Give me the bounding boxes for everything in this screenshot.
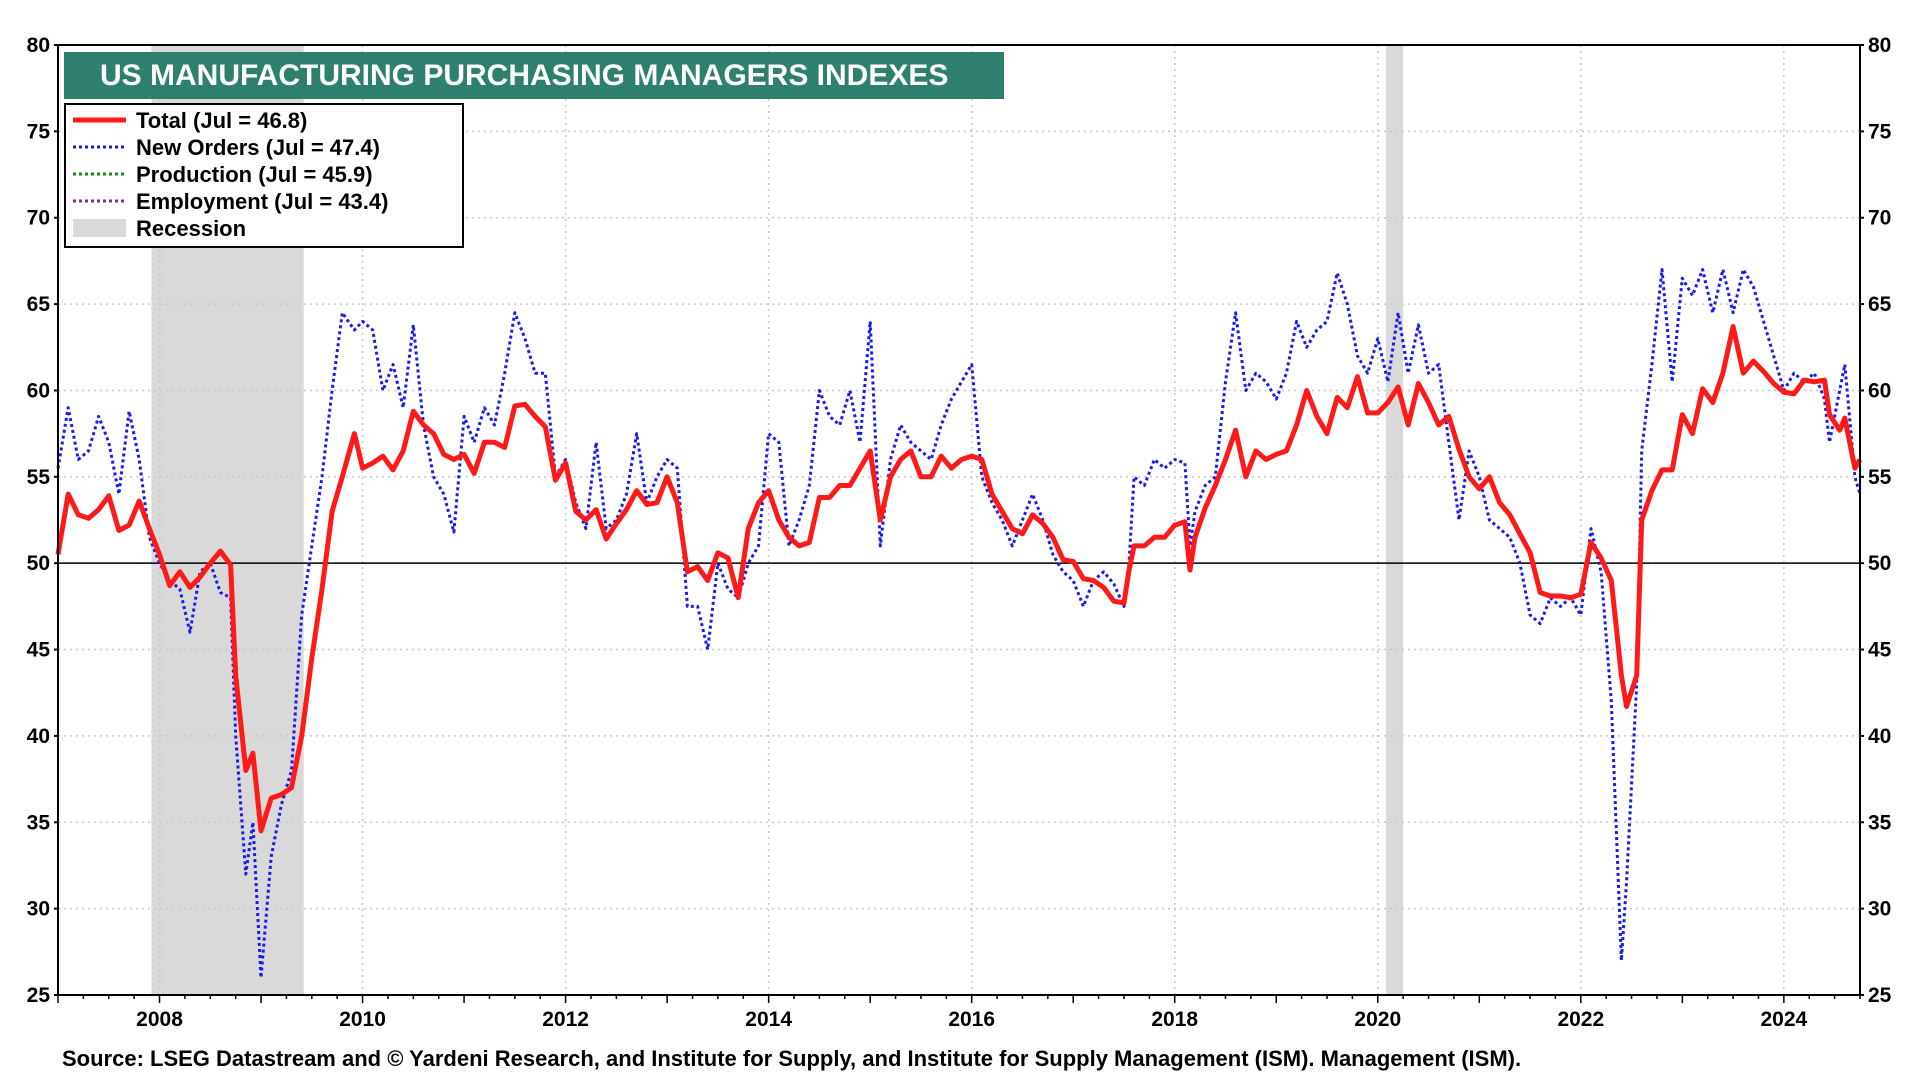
y-tick-label-left: 55: [27, 466, 51, 489]
title-banner: [64, 52, 1004, 99]
x-tick-label: 2012: [542, 1008, 589, 1031]
chart-title: US MANUFACTURING PURCHASING MANAGERS IND…: [100, 59, 948, 92]
recession-band-1: [1385, 45, 1404, 995]
x-tick-label: 2014: [745, 1008, 792, 1031]
y-tick-label-right: 80: [1868, 34, 1891, 57]
y-tick-label-left: 70: [27, 207, 50, 230]
y-axis-left: 25 30 35 40 45 50 55 60 65 70 75 80: [27, 34, 58, 1007]
x-axis: 2008 2010 2012 2014 2016 2018 2020 2022 2024: [57, 995, 1861, 1031]
y-tick-label-right: 55: [1868, 466, 1892, 489]
y-tick-label-left: 60: [27, 379, 50, 402]
x-tick-label: 2016: [948, 1008, 995, 1031]
y-tick-label-right: 35: [1868, 811, 1892, 834]
series-line-new-orders: [56, 268, 1862, 980]
y-tick-label-right: 50: [1868, 552, 1891, 575]
y-tick-label-left: 40: [27, 725, 50, 748]
y-tick-label-left: 25: [27, 984, 51, 1007]
legend-label-total: Total (Jul = 46.8): [136, 108, 307, 133]
y-tick-label-right: 45: [1868, 639, 1892, 662]
y-axis-right: 25 30 35 40 45 50 55 60 65 70 75 80: [1860, 34, 1892, 1007]
legend-label-new-orders: New Orders (Jul = 47.4): [136, 135, 380, 160]
y-tick-label-right: 60: [1868, 379, 1891, 402]
legend-box: [64, 103, 464, 248]
y-tick-label-right: 70: [1868, 207, 1891, 230]
y-tick-label-right: 30: [1868, 898, 1891, 921]
y-tick-label-right: 75: [1868, 120, 1892, 143]
y-tick-label-left: 65: [27, 293, 51, 316]
y-tick-label-left: 45: [27, 639, 51, 662]
legend-swatch-recession: [73, 219, 126, 237]
series-line-total: [55, 324, 1863, 834]
legend-label-production: Production (Jul = 45.9): [136, 162, 373, 187]
series-lines: [55, 268, 1863, 980]
y-tick-label-left: 75: [27, 120, 51, 143]
y-tick-label-right: 25: [1868, 984, 1892, 1007]
y-tick-label-right: 65: [1868, 293, 1892, 316]
x-tick-label: 2024: [1760, 1008, 1807, 1031]
y-tick-label-right: 40: [1868, 725, 1891, 748]
source-note: Source: LSEG Datastream and © Yardeni Re…: [62, 1046, 1521, 1071]
legend-label-employment: Employment (Jul = 43.4): [136, 189, 388, 214]
x-tick-label: 2022: [1557, 1008, 1604, 1031]
x-tick-label: 2008: [136, 1008, 183, 1031]
y-tick-label-left: 50: [27, 552, 50, 575]
x-tick-label: 2010: [339, 1008, 386, 1031]
legend-label-recession: Recession: [136, 216, 246, 241]
y-tick-label-left: 30: [27, 898, 50, 921]
y-tick-label-left: 35: [27, 811, 51, 834]
plot-frame: [57, 44, 1861, 996]
x-tick-label: 2020: [1354, 1008, 1401, 1031]
x-tick-label: 2018: [1151, 1008, 1198, 1031]
y-tick-label-left: 80: [27, 34, 50, 57]
legend: Total (Jul = 46.8) New Orders (Jul = 47.…: [64, 103, 464, 248]
